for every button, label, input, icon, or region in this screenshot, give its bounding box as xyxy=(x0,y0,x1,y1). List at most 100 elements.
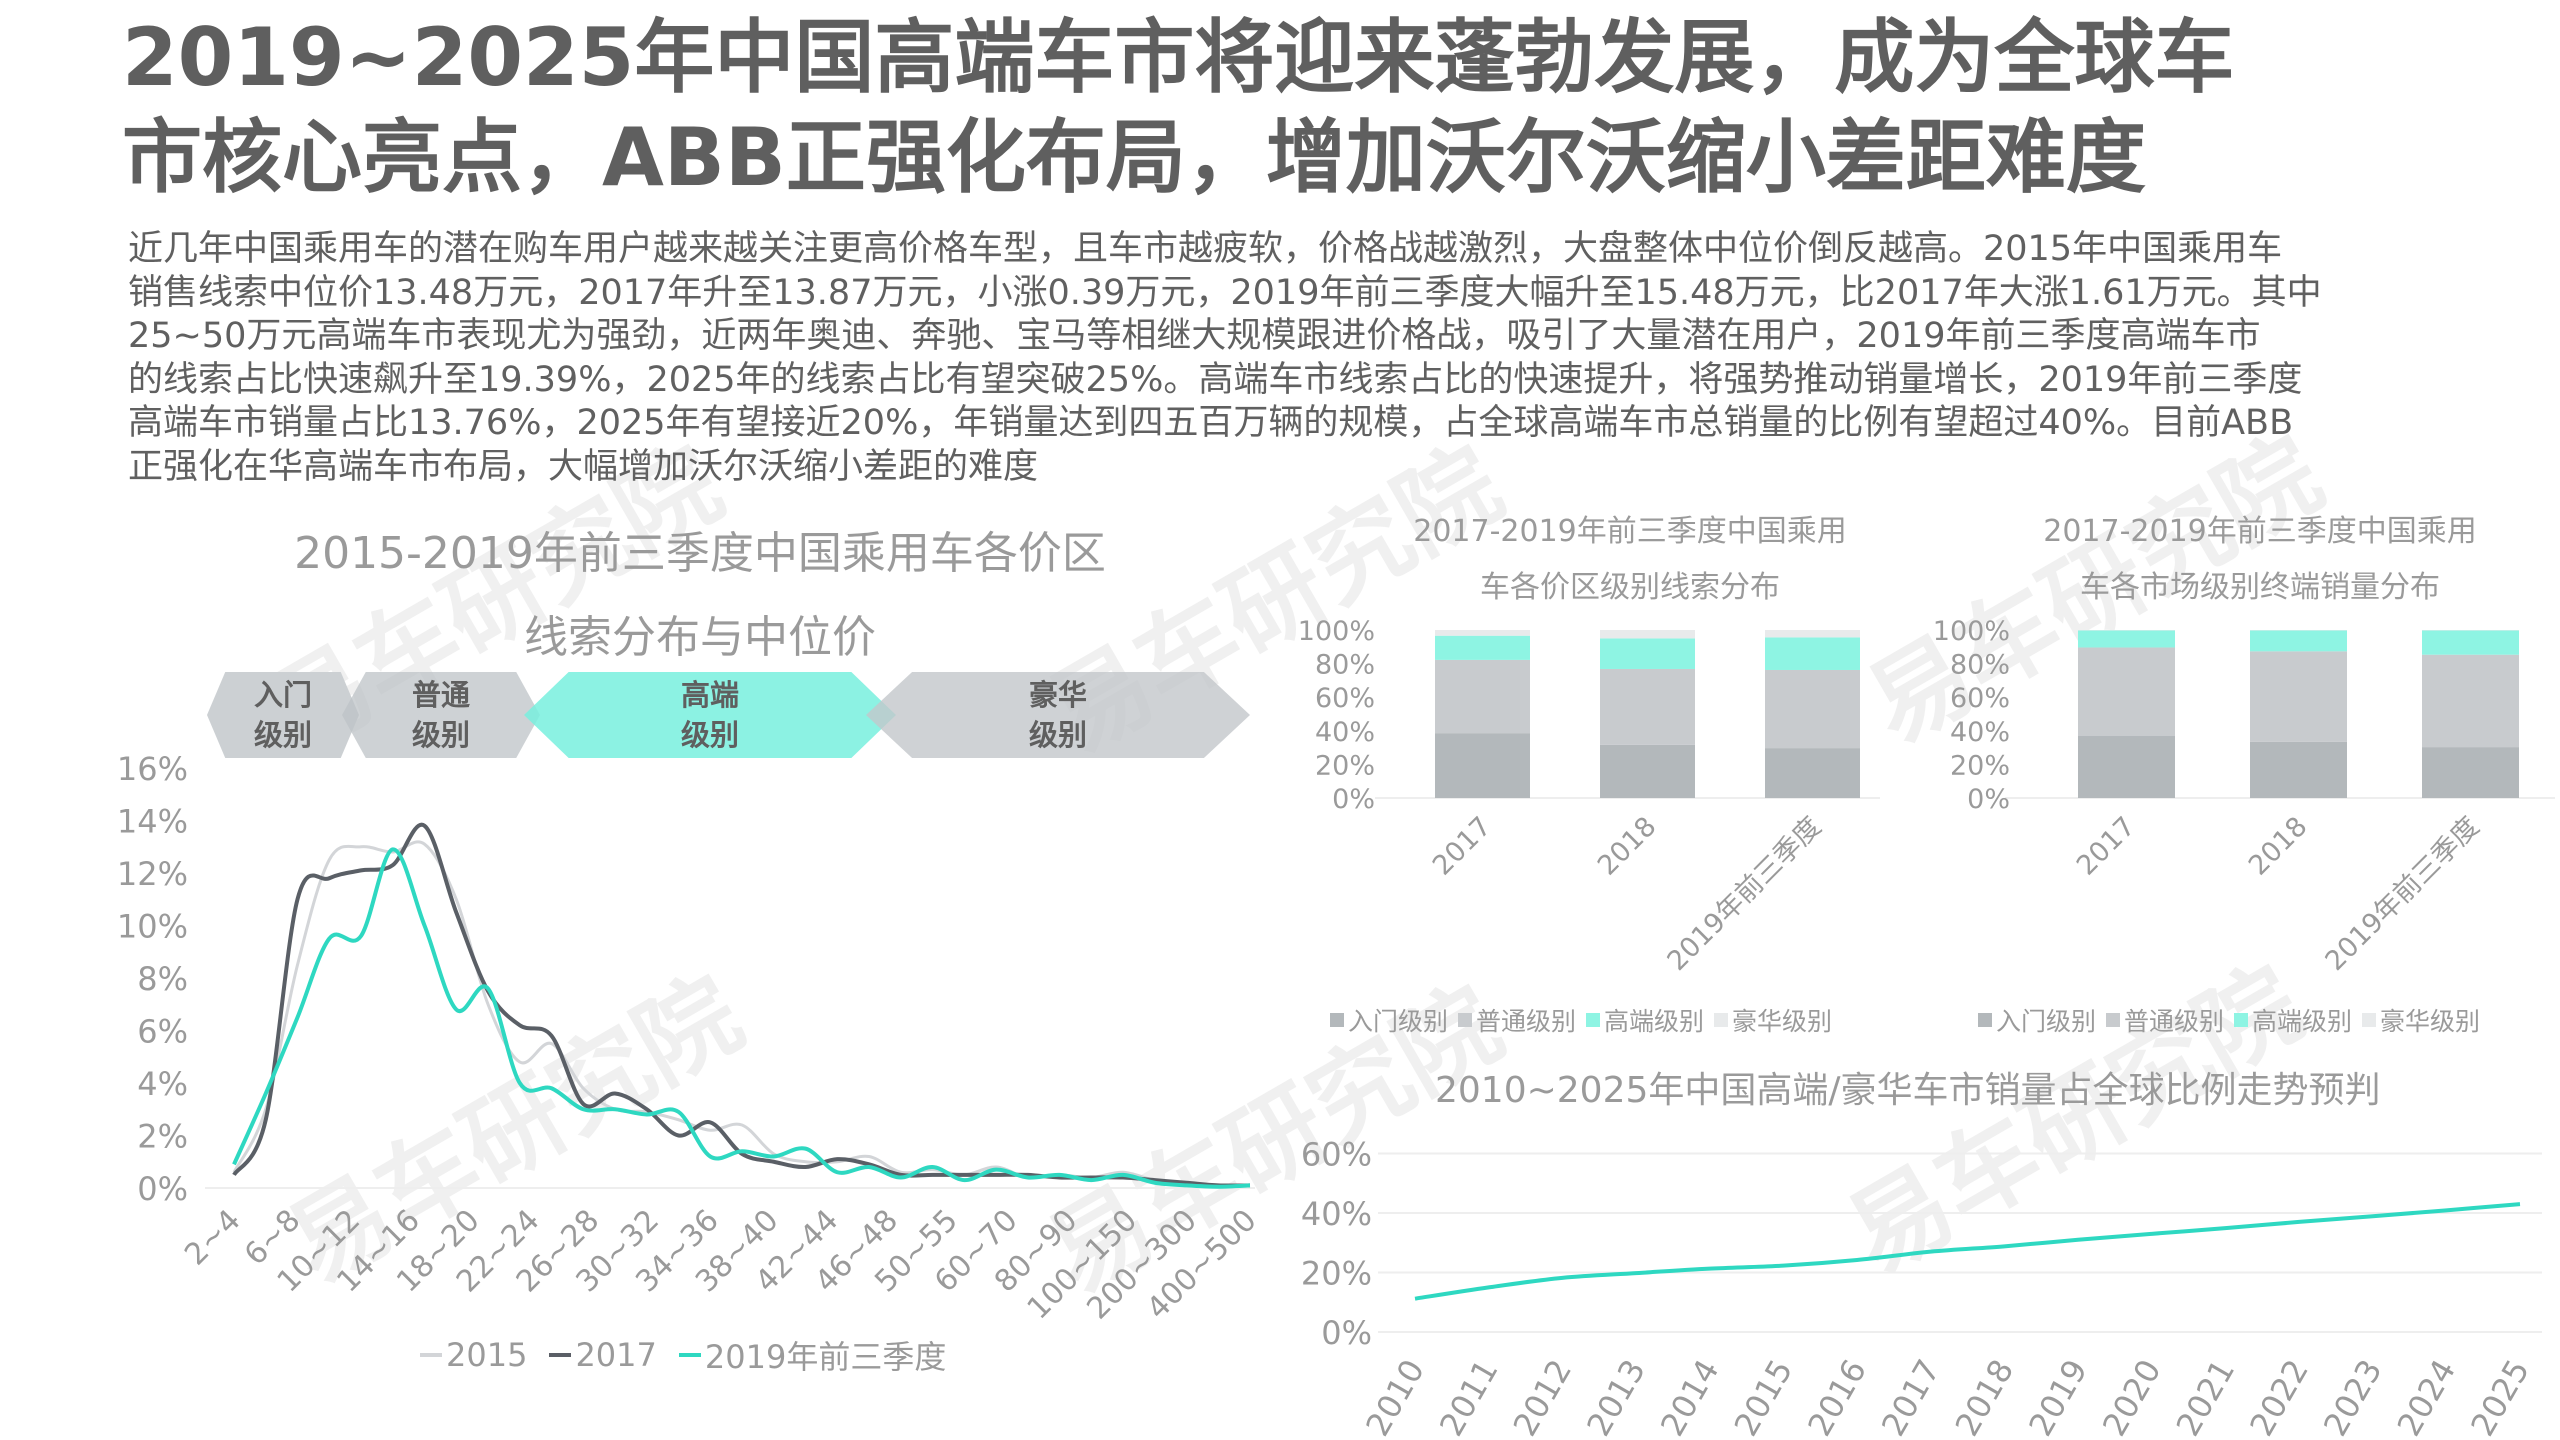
y-tick-label: 16% xyxy=(117,750,188,788)
y-tick-label: 0% xyxy=(1332,784,1375,815)
y-tick-label: 100% xyxy=(1298,616,1375,647)
bar-segment xyxy=(1600,668,1695,745)
bar-segment xyxy=(1435,659,1530,734)
page-title-line-1: 2019~2025年中国高端车市将迎来蓬勃发展，成为全球车 xyxy=(122,11,2235,104)
band-premium-level: 高端 级别 xyxy=(524,672,896,758)
x-tick-label: 2021 xyxy=(2169,1353,2243,1440)
legend-swatch-icon xyxy=(1586,1013,1601,1027)
y-tick-label: 40% xyxy=(1315,717,1375,748)
band-label: 高端 xyxy=(680,678,739,712)
bar-segment xyxy=(2422,654,2519,748)
page-title-line-2: 市核心亮点，ABB正强化布局，增加沃尔沃缩小差距难度 xyxy=(122,111,2146,204)
band-label: 级别 xyxy=(253,718,312,752)
legend-item-luxury: 豪华级别 xyxy=(1714,1002,1832,1038)
legend-swatch-icon xyxy=(1714,1013,1729,1027)
bar-segment xyxy=(1600,744,1695,798)
y-tick-label: 80% xyxy=(1315,650,1375,681)
x-tick-label: 2014 xyxy=(1653,1353,1727,1440)
x-tick-label: 2018 xyxy=(1592,811,1663,882)
x-tick-label: 2024 xyxy=(2390,1353,2464,1440)
chart-title-line: 车各市场级别终端销量分布 xyxy=(2080,570,2440,605)
legend-swatch-icon xyxy=(2106,1013,2121,1027)
legend-label: 普通级别 xyxy=(1476,1007,1577,1036)
x-tick-label: 2011 xyxy=(1432,1353,1506,1440)
legend-label: 入门级别 xyxy=(1348,1007,1449,1036)
bar-segment xyxy=(1765,637,1860,670)
y-tick-label: 20% xyxy=(1315,750,1375,781)
bar-segment xyxy=(1765,748,1860,798)
y-tick-label: 40% xyxy=(1301,1195,1372,1233)
y-tick-label: 20% xyxy=(1301,1255,1372,1293)
legend-label: 普通级别 xyxy=(2124,1007,2225,1036)
chart-title-line: 2017-2019年前三季度中国乘用 xyxy=(2043,514,2477,549)
sales-chart-legend: 入门级别 普通级别 高端级别 豪华级别 xyxy=(1978,1002,2480,1038)
y-tick-label: 12% xyxy=(117,855,188,893)
sales-distribution-bar-chart: 0%20%40%60%80%100% 2017 2018 2019年前三季度 xyxy=(1933,616,2555,977)
band-label: 豪华 xyxy=(1028,678,1087,712)
x-tick-label: 2017 xyxy=(1427,811,1498,882)
x-tick-label: 2020 xyxy=(2095,1353,2169,1440)
legend-label: 高端级别 xyxy=(1604,1007,1705,1036)
paragraph-line: 的线索占比快速飙升至19.39%，2025年的线索占比有望突破25%。高端车市线… xyxy=(128,359,2303,400)
band-normal-level: 普通 级别 xyxy=(342,672,540,758)
x-tick-label: 2023 xyxy=(2316,1353,2390,1440)
leads-chart-legend: 入门级别 普通级别 高端级别 豪华级别 xyxy=(1330,1002,1832,1038)
y-tick-label: 10% xyxy=(117,908,188,946)
chart-title-line: 车各价区级别线索分布 xyxy=(1480,570,1780,605)
bar-segment xyxy=(2078,630,2175,631)
x-tick-label: 2013 xyxy=(1579,1353,1653,1440)
bar-segment xyxy=(1765,630,1860,638)
x-tick-label: 2019年前三季度 xyxy=(1661,811,1827,977)
legend-item-luxury: 豪华级别 xyxy=(2362,1002,2480,1038)
paragraph-line: 25~50万元高端车市表现尤为强劲，近两年奥迪、奔驰、宝马等相继大规模跟进价格战… xyxy=(128,316,2261,356)
legend-item-entry: 入门级别 xyxy=(1978,1002,2096,1038)
x-tick-label: 2010 xyxy=(1358,1353,1432,1440)
legend-label: 高端级别 xyxy=(2252,1007,2353,1036)
band-entry-level: 入门 级别 xyxy=(207,672,359,758)
legend-swatch-icon xyxy=(1330,1013,1344,1027)
y-tick-label: 60% xyxy=(1315,683,1375,714)
series-line-2019年前三季度 xyxy=(232,847,1251,1189)
x-tick-label: 2016 xyxy=(1800,1353,1874,1440)
x-tick-label: 2025 xyxy=(2463,1353,2537,1440)
paragraph-line: 近几年中国乘用车的潜在购车用户越来越关注更高价格车型，且车市越疲软，价格战越激烈… xyxy=(128,229,2283,269)
legend-item-2019: 2019年前三季度 xyxy=(678,1332,946,1378)
y-tick-label: 0% xyxy=(137,1170,188,1208)
leads-distribution-chart-title: 2017-2019年前三季度中国乘用 车各价区级别线索分布 xyxy=(1310,504,1950,616)
summary-paragraph: 近几年中国乘用车的潜在购车用户越来越关注更高价格车型，且车市越疲软，价格战越激烈… xyxy=(128,228,2488,489)
bar-segment xyxy=(2250,651,2347,742)
legend-label: 2015 xyxy=(446,1336,528,1374)
legend-item-premium: 高端级别 xyxy=(1586,1002,1704,1038)
x-tick-label: 2017 xyxy=(1874,1353,1948,1440)
share-trend-line xyxy=(1414,1202,2521,1301)
bar-segment xyxy=(1600,638,1695,669)
legend-label: 豪华级别 xyxy=(1732,1007,1833,1036)
bar-segment xyxy=(2250,741,2347,798)
legend-item-entry: 入门级别 xyxy=(1330,1002,1448,1038)
y-tick-label: 60% xyxy=(1301,1136,1372,1174)
bar-segment xyxy=(2078,630,2175,648)
y-tick-label: 0% xyxy=(1967,784,2010,815)
band-luxury-level: 豪华 级别 xyxy=(866,672,1250,758)
bar-segment xyxy=(2422,630,2519,655)
bar-segment xyxy=(2422,747,2519,798)
global-share-line-chart: 0%20%40%60%2010 2011 2012 2013 2014 2015 2016 2… xyxy=(1301,1136,2542,1440)
bar-segment xyxy=(1765,669,1860,749)
legend-label: 入门级别 xyxy=(1996,1007,2097,1036)
x-tick-label: 2~4 xyxy=(178,1203,248,1273)
bar-segment xyxy=(1435,733,1530,798)
legend-swatch-icon xyxy=(2362,1013,2377,1027)
legend-swatch-icon xyxy=(678,1353,701,1357)
global-share-chart-title: 2010~2025年中国高端/豪华车市销量占全球比例走势预判 xyxy=(1435,1070,2381,1111)
x-tick-label: 2018 xyxy=(2243,811,2314,882)
y-tick-label: 100% xyxy=(1933,616,2010,647)
y-tick-label: 6% xyxy=(137,1013,188,1051)
band-label: 普通 xyxy=(411,678,470,712)
legend-swatch-icon xyxy=(2234,1013,2249,1027)
x-tick-label: 2022 xyxy=(2242,1353,2316,1440)
y-tick-label: 2% xyxy=(137,1118,188,1156)
y-tick-label: 0% xyxy=(1321,1314,1372,1352)
bar-segment xyxy=(1600,630,1695,639)
sales-distribution-chart-title: 2017-2019年前三季度中国乘用 车各市场级别终端销量分布 xyxy=(1960,504,2560,616)
price-range-line-chart: 0%2%4%6%8%10%12%14%16%2~46~810~1214~1618… xyxy=(117,750,1264,1326)
